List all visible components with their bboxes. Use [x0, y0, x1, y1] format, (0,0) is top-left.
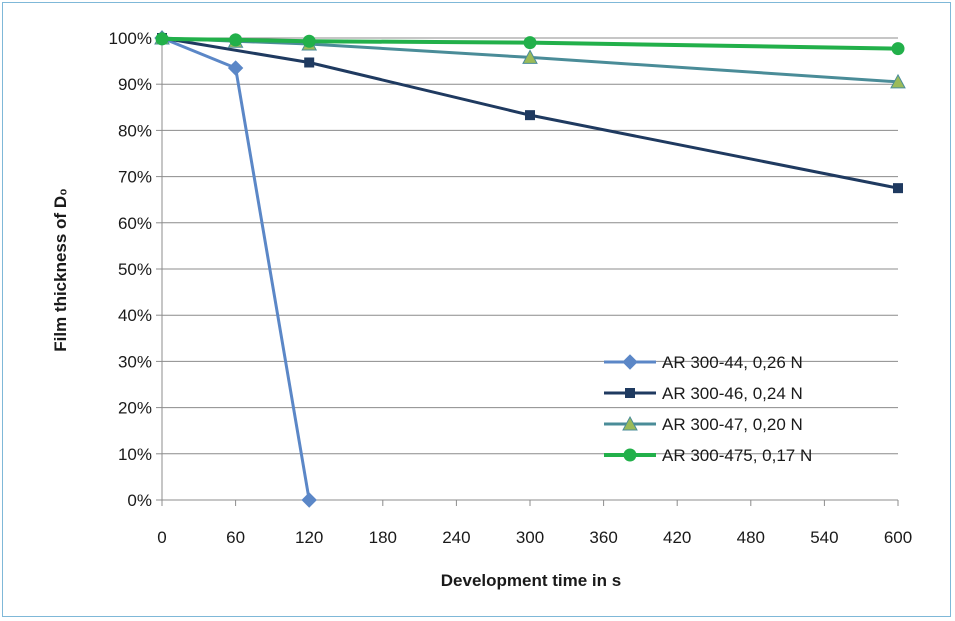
- legend-item: AR 300-44, 0,26 N: [604, 353, 803, 372]
- x-tick-label: 180: [369, 528, 397, 547]
- legend-label: AR 300-44, 0,26 N: [662, 353, 803, 372]
- y-tick-label: 20%: [118, 399, 152, 418]
- y-tick-label: 30%: [118, 352, 152, 371]
- x-tick-label: 420: [663, 528, 691, 547]
- x-tick-labels: 0 60 120 180 240 300 360 420 480 540 600: [157, 528, 912, 547]
- point-square: [525, 110, 535, 121]
- y-tick-label: 90%: [118, 75, 152, 94]
- y-axis-title: Film thickness of D₀: [51, 188, 70, 352]
- point-square: [625, 388, 635, 398]
- series: [154, 29, 906, 508]
- point-circle: [302, 34, 316, 48]
- legend-item: AR 300-475, 0,17 N: [604, 446, 812, 465]
- y-tick-label: 60%: [118, 214, 152, 233]
- point-circle: [891, 42, 905, 56]
- x-tick-label: 540: [810, 528, 838, 547]
- legend-label: AR 300-475, 0,17 N: [662, 446, 812, 465]
- x-tick-label: 600: [884, 528, 912, 547]
- point-diamond: [301, 492, 317, 508]
- point-circle: [523, 36, 537, 50]
- point-triangle: [522, 49, 538, 64]
- legend: AR 300-44, 0,26 N AR 300-46, 0,24 N AR 300…: [604, 353, 812, 465]
- x-tick-label: 480: [737, 528, 765, 547]
- x-tick-label: 0: [157, 528, 166, 547]
- x-tick-label: 360: [589, 528, 617, 547]
- legend-label: AR 300-47, 0,20 N: [662, 415, 803, 434]
- y-tick-labels: 0% 10% 20% 30% 40% 50% 60% 70% 80% 90% 100%: [109, 29, 152, 510]
- point-circle: [623, 448, 637, 462]
- legend-label: AR 300-46, 0,24 N: [662, 384, 803, 403]
- point-triangle: [890, 73, 906, 89]
- point-circle: [155, 32, 169, 46]
- axes: [156, 37, 899, 506]
- x-tick-label: 60: [226, 528, 245, 547]
- x-tick-label: 120: [295, 528, 323, 547]
- point-square: [304, 57, 315, 68]
- x-tick-label: 300: [516, 528, 544, 547]
- series-line: [161, 36, 899, 190]
- x-axis-title: Development time in s: [441, 571, 621, 590]
- y-tick-label: 70%: [118, 168, 152, 187]
- point-triangle: [622, 415, 638, 431]
- point-diamond: [622, 354, 638, 370]
- y-tick-label: 100%: [109, 29, 152, 48]
- series-4: [155, 32, 905, 56]
- y-tick-label: 10%: [118, 445, 152, 464]
- legend-item: AR 300-46, 0,24 N: [604, 384, 803, 403]
- y-tick-label: 0%: [127, 491, 152, 510]
- point-diamond: [227, 60, 244, 76]
- point-circle: [229, 33, 243, 47]
- point-square: [893, 183, 903, 194]
- y-tick-label: 50%: [118, 260, 152, 279]
- x-tick-label: 240: [442, 528, 470, 547]
- y-tick-label: 80%: [118, 121, 152, 140]
- y-tick-label: 40%: [118, 306, 152, 325]
- legend-item: AR 300-47, 0,20 N: [604, 415, 803, 434]
